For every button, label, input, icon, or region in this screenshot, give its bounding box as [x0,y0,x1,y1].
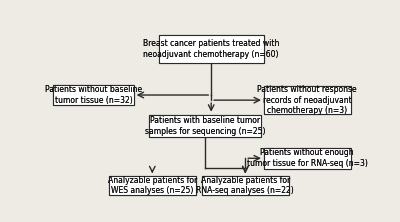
FancyBboxPatch shape [53,85,134,105]
FancyBboxPatch shape [158,35,264,63]
Text: Patients without baseline
tumor tissue (n=32): Patients without baseline tumor tissue (… [45,85,142,105]
FancyBboxPatch shape [264,87,351,114]
FancyBboxPatch shape [264,87,351,114]
Text: Patients without response
records of neoadjuvant
chemotherapy (n=3): Patients without response records of neo… [258,85,357,115]
Text: Analyzable patients for
WES analyses (n=25): Analyzable patients for WES analyses (n=… [108,176,197,196]
FancyBboxPatch shape [264,148,351,168]
FancyBboxPatch shape [202,176,289,195]
Text: Patients with baseline tumor
samples for sequencing (n=25): Patients with baseline tumor samples for… [145,116,265,136]
Text: Patients without enough
tumor tissue for RNA-seq (n=3): Patients without enough tumor tissue for… [247,148,368,168]
FancyBboxPatch shape [264,148,351,168]
Text: Breast cancer patients treated with
neoadjuvant chemotherapy (n=60): Breast cancer patients treated with neoa… [143,39,279,59]
Text: Breast cancer patients treated with
neoadjuvant chemotherapy (n=60): Breast cancer patients treated with neoa… [143,39,279,59]
Text: Patients without response
records of neoadjuvant
chemotherapy (n=3): Patients without response records of neo… [258,85,357,115]
FancyBboxPatch shape [53,85,134,105]
Text: Analyzable patients for
RNA-seq analyses (n=22): Analyzable patients for RNA-seq analyses… [196,176,294,196]
FancyBboxPatch shape [158,35,264,63]
FancyBboxPatch shape [149,115,261,137]
Text: Patients without baseline
tumor tissue (n=32): Patients without baseline tumor tissue (… [45,85,142,105]
Text: Analyzable patients for
RNA-seq analyses (n=22): Analyzable patients for RNA-seq analyses… [196,176,294,196]
Text: Patients with baseline tumor
samples for sequencing (n=25): Patients with baseline tumor samples for… [145,116,265,136]
FancyBboxPatch shape [109,176,196,195]
Text: Patients without enough
tumor tissue for RNA-seq (n=3): Patients without enough tumor tissue for… [247,148,368,168]
FancyBboxPatch shape [149,115,261,137]
Text: Analyzable patients for
WES analyses (n=25): Analyzable patients for WES analyses (n=… [108,176,197,196]
FancyBboxPatch shape [109,176,196,195]
FancyBboxPatch shape [202,176,289,195]
